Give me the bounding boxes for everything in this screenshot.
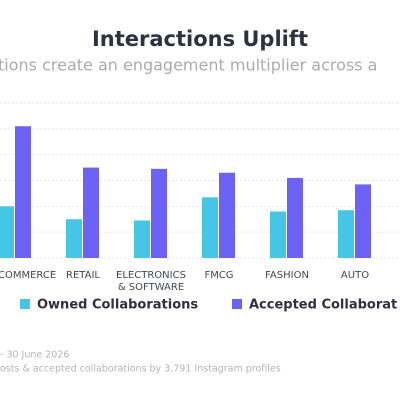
legend-label: Owned Collaborations (37, 298, 198, 313)
bar (355, 184, 371, 258)
chart-subtitle: tions create an engagement multiplier ac… (0, 56, 377, 75)
bar (0, 206, 14, 258)
bar (134, 220, 150, 258)
legend-swatch (232, 299, 242, 309)
bar (66, 219, 82, 258)
bar (83, 167, 99, 258)
legend-label: Accepted Collaborat (249, 298, 397, 313)
x-tick-label: & SOFTWARE (118, 282, 184, 293)
x-tick-label: COMMERCE (0, 270, 56, 281)
legend-swatch (20, 299, 30, 309)
chart-title: Interactions Uplift (92, 27, 308, 51)
x-tick-label: RETAIL (66, 270, 100, 281)
x-tick-label: ELECTRONICS (116, 270, 186, 281)
x-tick-label: FMCG (204, 270, 233, 281)
x-tick-label: AUTO (341, 270, 369, 281)
bar (202, 197, 218, 258)
x-tick-label: FASHION (265, 270, 309, 281)
footer-source: osts & accepted collaborations by 3,791 … (0, 364, 281, 375)
bar (287, 177, 303, 258)
footer-date: - 30 June 2026 (0, 350, 69, 361)
bar (151, 168, 167, 258)
bar (219, 172, 235, 258)
bar (338, 210, 354, 258)
bar (15, 126, 31, 258)
bar (270, 211, 286, 258)
